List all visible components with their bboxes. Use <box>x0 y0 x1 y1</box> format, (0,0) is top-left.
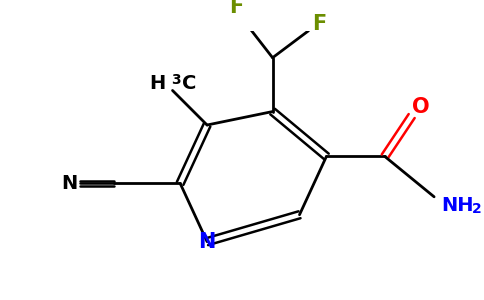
Text: O: O <box>412 97 429 117</box>
Text: 3: 3 <box>171 73 181 87</box>
Text: N: N <box>61 174 77 193</box>
Text: H: H <box>149 74 166 93</box>
Text: 2: 2 <box>472 202 482 216</box>
Text: NH: NH <box>441 196 474 215</box>
Text: C: C <box>182 74 196 93</box>
Text: N: N <box>198 232 216 252</box>
Text: F: F <box>229 0 244 16</box>
Text: F: F <box>312 14 326 34</box>
